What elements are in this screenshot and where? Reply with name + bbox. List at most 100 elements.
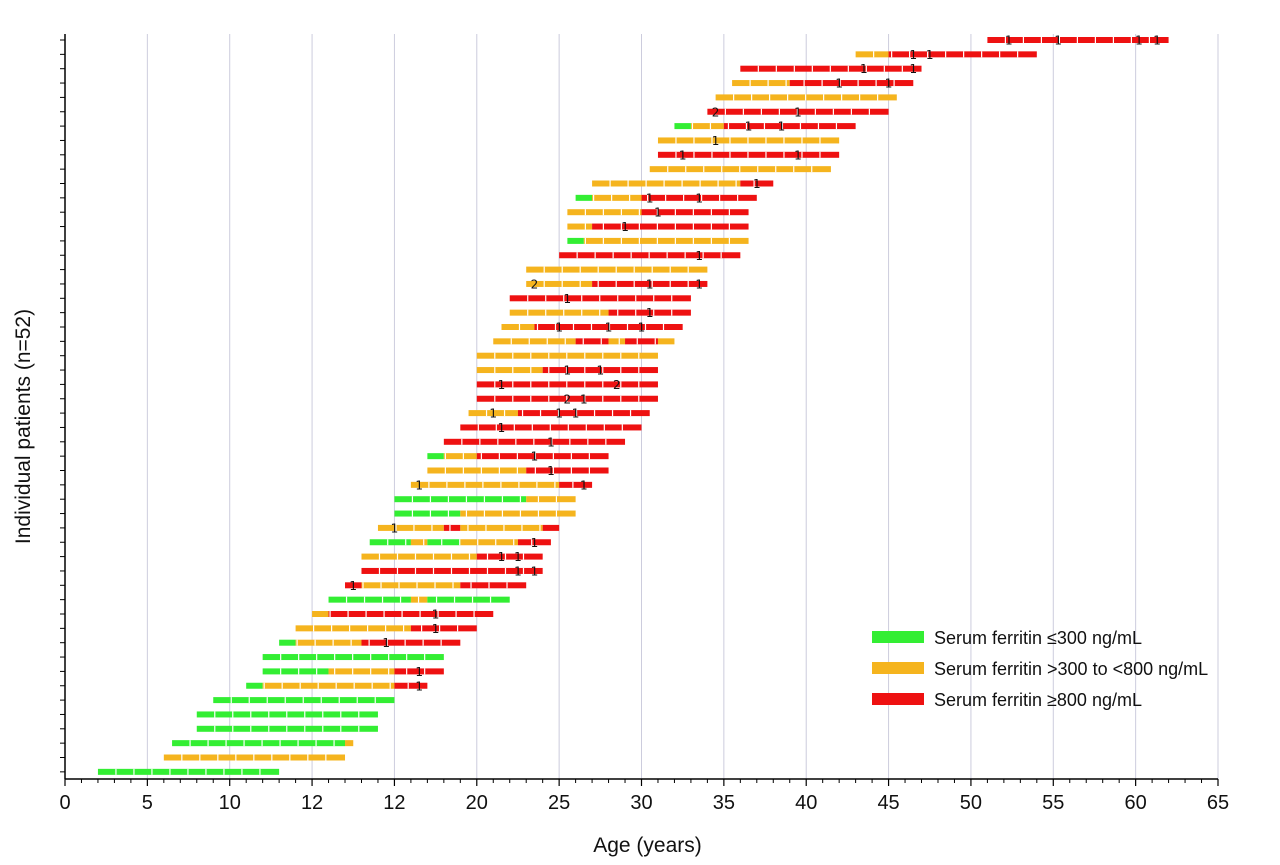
bar-segment-red: [443, 524, 461, 531]
bar-segment-orange: [460, 524, 543, 531]
bar-segment-red: [526, 467, 609, 474]
event-label: 1: [605, 321, 613, 335]
axis-ticks: 0 5 10 12 12 20 25 30 35 40 45 50 55 60 65: [59, 39, 1229, 814]
event-label: 1: [382, 636, 390, 650]
event-label: 1: [679, 148, 687, 162]
bar-segment-green: [427, 453, 444, 460]
bar-segment-orange: [526, 496, 576, 503]
patient-bar: [246, 682, 428, 689]
patient-bar: [394, 510, 576, 517]
event-label: 2: [564, 392, 572, 406]
bar-segment-red: [789, 80, 914, 87]
patient-bar: [468, 410, 650, 417]
patient-bar: [443, 438, 626, 445]
bar-segment-red: [517, 410, 650, 417]
bar-segment-green: [427, 596, 510, 603]
bar-segment-red: [394, 668, 444, 675]
event-label: 1: [926, 48, 934, 62]
event-label: 1: [621, 220, 629, 234]
bar-segment-orange: [262, 682, 395, 689]
bar-segment-red: [888, 51, 1037, 58]
x-tick-label: 45: [877, 792, 899, 814]
bar-segment-green: [427, 539, 461, 546]
patient-bar: [361, 553, 543, 560]
event-label: 1: [564, 292, 572, 306]
bar-segment-orange: [460, 539, 518, 546]
bar-segment-red: [592, 280, 708, 287]
patient-bar: [394, 496, 576, 503]
bar-segment-green: [246, 682, 263, 689]
event-label: 1: [514, 564, 522, 578]
patient-bar: [707, 108, 889, 115]
bar-segment-orange: [509, 309, 609, 316]
event-label: 1: [1153, 34, 1161, 48]
x-tick-label: 10: [219, 792, 241, 814]
event-label: 1: [794, 148, 802, 162]
event-label: 1: [753, 177, 761, 191]
event-label: 1: [572, 407, 580, 421]
event-label: 1: [794, 105, 802, 119]
bar-segment-orange: [312, 611, 329, 617]
bar-segment-red: [740, 180, 774, 187]
x-tick-label: 12: [383, 792, 405, 814]
patient-bar: [567, 209, 749, 216]
patient-bar: [476, 381, 658, 388]
bar-segment-red: [410, 625, 477, 632]
x-tick-label: 65: [1207, 792, 1229, 814]
patient-bar: [657, 151, 840, 158]
event-label: 1: [415, 478, 423, 492]
event-label: 1: [555, 321, 563, 335]
bar-segment-red: [476, 553, 543, 560]
patient-bar: [674, 123, 856, 130]
bar-segment-red: [328, 611, 494, 617]
event-label: 1: [597, 364, 605, 378]
event-label: 2: [712, 105, 720, 119]
event-label: 1: [695, 191, 703, 205]
bar-segment-orange: [328, 668, 395, 675]
patient-bar: [262, 654, 444, 661]
event-label: 1: [514, 550, 522, 564]
bar-segment-green: [172, 740, 346, 747]
legend-label-green: Serum ferritin ≤300 ng/mL: [934, 628, 1142, 648]
patient-bar: [172, 740, 354, 747]
bar-segment-orange: [361, 553, 477, 560]
event-label: 1: [580, 392, 588, 406]
event-label: 1: [646, 191, 654, 205]
x-axis-title: Age (years): [593, 834, 702, 857]
event-label: 1: [555, 407, 563, 421]
event-label: 1: [835, 77, 843, 91]
patient-bar: [279, 639, 461, 646]
patient-bar: [213, 697, 395, 704]
event-label: 2: [531, 277, 539, 291]
bar-segment-orange: [468, 410, 518, 417]
bar-segment-orange: [567, 209, 642, 216]
patient-bar: [567, 237, 749, 244]
patient-bars: [97, 37, 1169, 775]
patient-bar: [427, 453, 609, 460]
event-label: 1: [531, 450, 539, 464]
bar-segment-orange: [493, 338, 576, 345]
event-label: 1: [498, 378, 506, 392]
bar-segment-orange: [427, 467, 527, 474]
event-label: 1: [432, 608, 440, 622]
bar-segment-orange: [732, 80, 790, 87]
bar-segment-green: [567, 237, 584, 244]
bar-segment-red: [625, 338, 658, 345]
event-label: 1: [654, 206, 662, 220]
bar-segment-orange: [410, 539, 428, 546]
patient-bar: [987, 37, 1169, 43]
event-label: 1: [1005, 34, 1013, 48]
bar-segment-orange: [855, 51, 889, 58]
x-tick-label: 30: [630, 792, 652, 814]
bar-segment-red: [542, 367, 658, 374]
patient-bar: [559, 252, 741, 259]
patient-bar: [97, 768, 280, 775]
bar-segment-orange: [567, 223, 593, 230]
bar-segment-red: [542, 524, 560, 531]
event-label: 1: [489, 407, 497, 421]
patient-bar: [567, 223, 749, 230]
bar-segment-orange: [443, 453, 477, 460]
patient-bar: [732, 80, 914, 87]
